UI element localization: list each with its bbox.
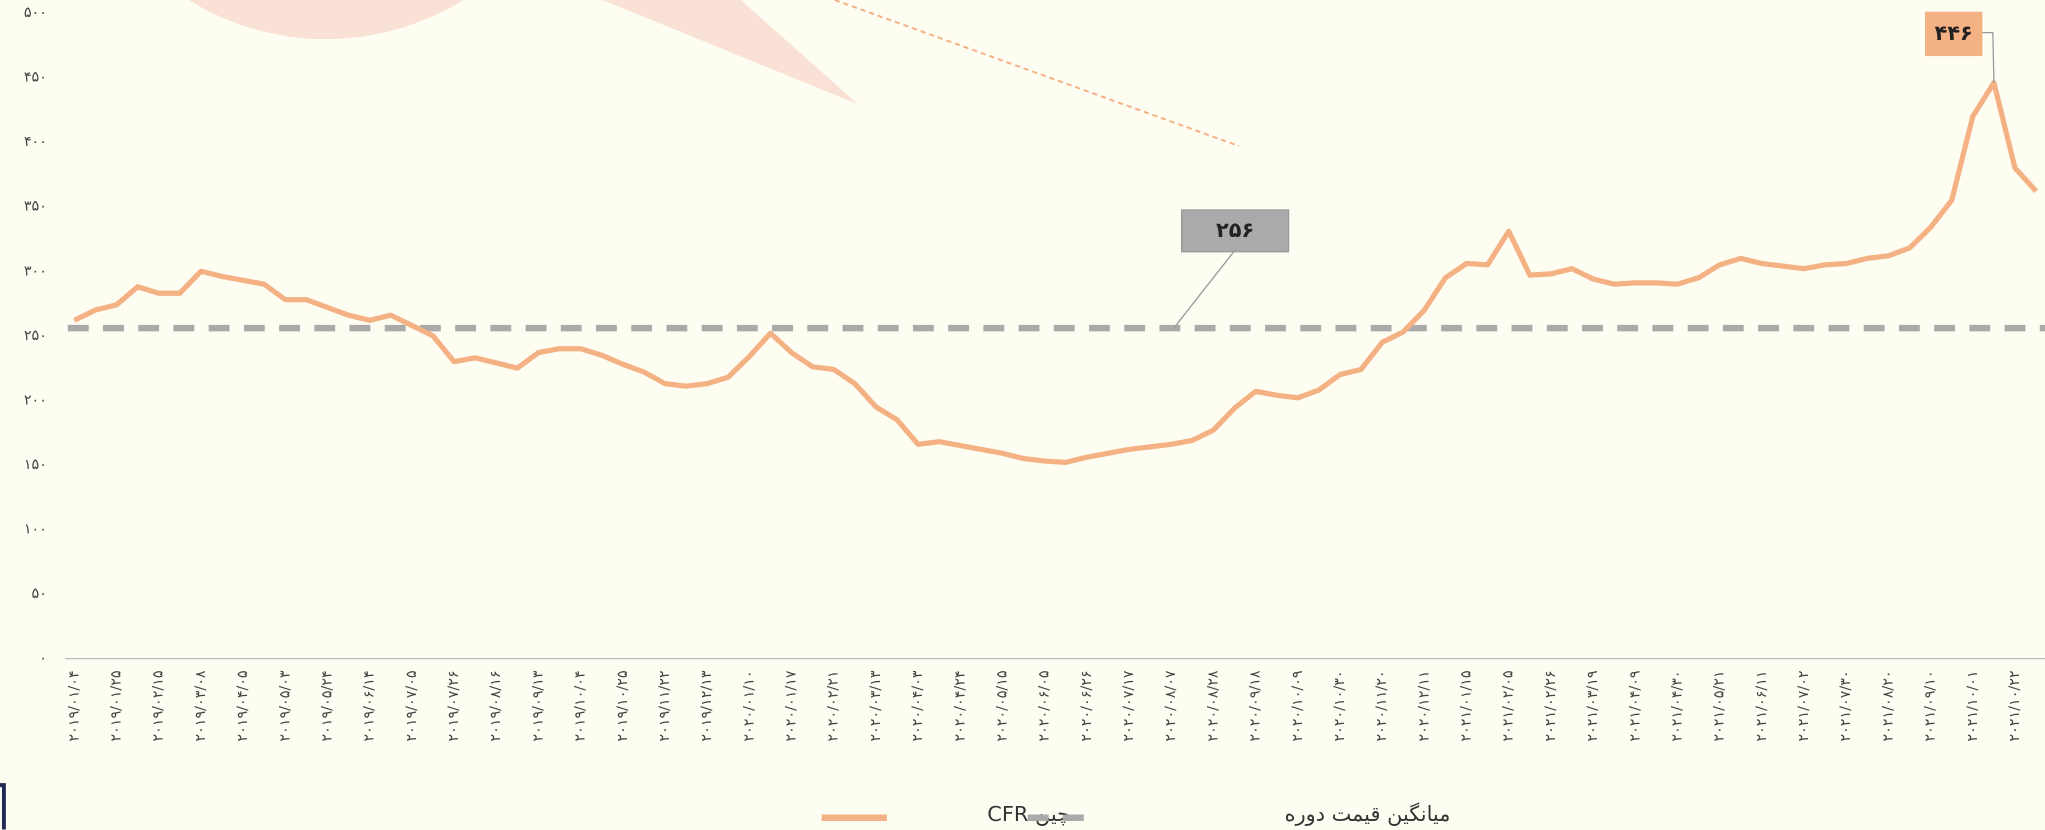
x-tick-label: ۲۰۲۰/۰۶/۲۶	[1079, 670, 1095, 741]
x-tick-label: ۲۰۲۱/۰۶/۱۱	[1754, 670, 1770, 741]
x-tick-label: ۲۰۱۹/۰۶/۱۴	[362, 670, 378, 741]
x-tick-label: ۲۰۲۰/۰۱/۱۰	[741, 670, 757, 741]
x-tick-label: ۲۰۱۹/۰۱/۲۵	[109, 670, 125, 741]
x-tick-label: ۲۰۲۰/۰۷/۱۷	[1121, 670, 1137, 742]
decor-corner	[0, 783, 6, 830]
x-tick-label: ۲۰۲۱/۰۴/۳۰	[1669, 670, 1685, 741]
x-tick-label: ۲۰۲۰/۰۴/۰۳	[910, 670, 926, 742]
y-tick-label: ۲۵۰	[24, 328, 47, 344]
x-tick-label: ۲۰۲۰/۱۰/۰۹	[1290, 670, 1306, 742]
x-tick-label: ۲۰۱۹/۰۳/۰۸	[193, 670, 209, 742]
x-tick-label: ۲۰۱۹/۰۷/۲۶	[446, 670, 462, 741]
y-tick-label: ۱۰۰	[24, 522, 47, 538]
series-line	[73, 80, 2039, 465]
x-tick-label: ۲۰۲۰/۰۱/۱۷	[784, 670, 800, 742]
annotation-box	[1925, 11, 1983, 57]
x-tick-label: ۲۰۲۰/۱۰/۳۰	[1332, 670, 1348, 741]
y-tick-label: ۴۰۰	[24, 134, 47, 150]
x-tick-label: ۲۰۲۰/۰۴/۲۴	[952, 670, 968, 741]
x-tick-label: ۲۰۲۰/۱۱/۲۰	[1374, 670, 1390, 741]
x-tick-label: ۲۰۱۹/۱۰/۲۵	[615, 670, 631, 741]
x-tick-label: ۲۰۲۰/۰۸/۲۸	[1205, 670, 1221, 742]
y-tick-label: ۲۰۰	[24, 392, 47, 408]
decor-circle	[188, 0, 464, 40]
x-tick-label: ۲۰۲۰/۰۲/۲۱	[826, 670, 842, 741]
x-tick-label: ۲۰۲۰/۰۹/۱۸	[1248, 670, 1264, 742]
y-tick-label: ۳۰۰	[24, 263, 47, 279]
y-tick-label: ۵۰۰	[24, 5, 47, 21]
x-tick-label: ۲۰۱۹/۰۷/۰۵	[404, 670, 420, 741]
reference-leader	[1173, 251, 1235, 329]
x-tick-label: ۲۰۲۰/۱۲/۱۱	[1416, 670, 1432, 741]
x-tick-label: ۲۰۲۱/۰۳/۱۹	[1585, 670, 1601, 742]
x-tick-label: ۲۰۱۹/۰۵/۲۴	[319, 670, 335, 741]
x-tick-label: ۲۰۲۱/۰۵/۲۱	[1712, 670, 1728, 741]
x-tick-label: ۲۰۲۱/۰۹/۱۰	[1923, 670, 1939, 741]
x-tick-label: ۲۰۲۱/۰۱/۱۵	[1459, 670, 1475, 741]
x-tick-label: ۲۰۲۱/۰۲/۲۶	[1543, 670, 1559, 741]
x-tick-label: ۲۰۲۰/۰۶/۰۵	[1037, 670, 1053, 741]
x-tick-label: ۲۰۲۰/۰۸/۰۷	[1163, 670, 1179, 742]
x-tick-label: ۲۰۲۰/۰۳/۱۳	[868, 670, 884, 742]
x-tick-label: ۲۰۱۹/۰۱/۰۴	[66, 670, 82, 741]
y-tick-label: ۴۵۰	[24, 70, 47, 86]
x-tick-label: ۲۰۲۱/۰۸/۲۰	[1880, 670, 1896, 741]
x-tick-label: ۲۰۲۱/۰۴/۰۹	[1627, 670, 1643, 742]
x-tick-label: ۲۰۲۰/۰۵/۱۵	[994, 670, 1010, 741]
x-tick-label: ۲۰۱۹/۰۸/۱۶	[488, 670, 504, 741]
decor-line	[834, 0, 1240, 147]
legend-label: چین CFR	[987, 802, 1070, 826]
x-tick-label: ۲۰۱۹/۰۲/۱۵	[151, 670, 167, 741]
annotation-leader	[1982, 31, 1995, 83]
legend-label: میانگین قیمت دوره	[1285, 802, 1451, 826]
x-tick-label: ۲۰۲۱/۱۰/۰۱	[1965, 670, 1981, 741]
reference-label-box	[1180, 209, 1290, 253]
decor-triangle	[602, 0, 859, 105]
annotation-label: ۴۴۶	[1935, 21, 1973, 45]
x-tick-label: ۲۰۱۹/۱۱/۲۲	[657, 670, 673, 742]
x-tick-label: ۲۰۲۱/۰۲/۰۵	[1501, 670, 1517, 741]
x-tick-label: ۲۰۲۱/۱۰/۲۲	[2007, 670, 2023, 742]
y-tick-label: ۰	[39, 651, 47, 667]
x-tick-label: ۲۰۱۹/۰۵/۰۳	[277, 670, 293, 742]
x-tick-label: ۲۰۲۱/۰۷/۳۰	[1838, 670, 1854, 741]
x-tick-label: ۲۰۱۹/۰۹/۱۳	[530, 670, 546, 742]
x-tick-label: ۲۰۱۹/۰۴/۰۵	[235, 670, 251, 741]
x-tick-label: ۲۰۱۹/۱۲/۱۳	[699, 670, 715, 742]
x-tick-label: ۲۰۲۱/۰۷/۰۲	[1796, 670, 1812, 742]
reference-label: ۲۵۶	[1216, 218, 1254, 242]
y-tick-label: ۱۵۰	[24, 457, 47, 473]
y-tick-label: ۵۰	[32, 586, 47, 602]
x-tick-label: ۲۰۱۹/۱۰/۰۴	[573, 670, 589, 741]
y-tick-label: ۳۵۰	[24, 199, 47, 215]
